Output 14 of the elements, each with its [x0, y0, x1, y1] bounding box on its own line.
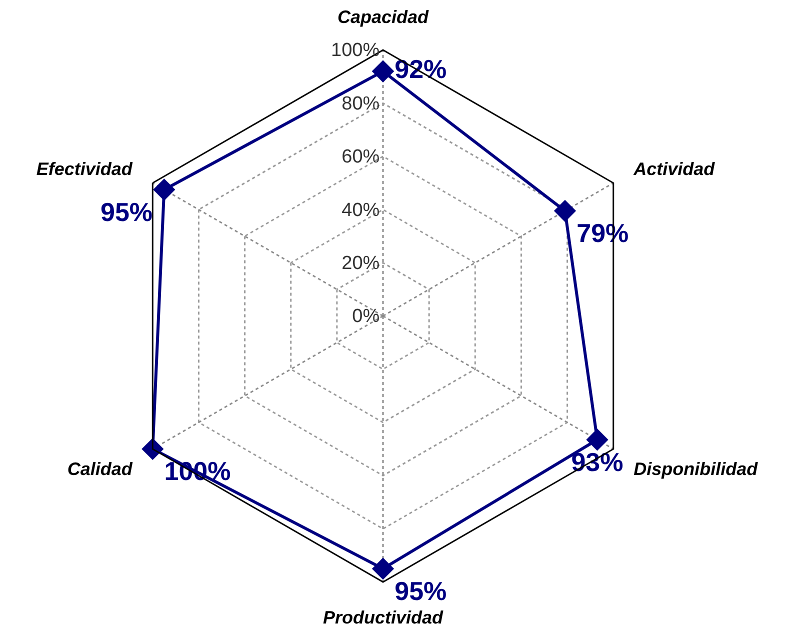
data-label: 95% — [100, 196, 153, 227]
data-label: 95% — [394, 576, 447, 606]
spoke-label: Productividad — [322, 607, 444, 628]
spoke-label: Disponibilidad — [634, 459, 759, 480]
y-tick-label: 20% — [342, 252, 380, 274]
y-tick-label: 60% — [342, 146, 380, 168]
spoke-label: Actividad — [632, 158, 716, 179]
y-tick-label: 100% — [331, 40, 380, 62]
y-tick-label: 0% — [352, 306, 380, 328]
y-tick-label: 40% — [342, 200, 380, 221]
spoke-label: Calidad — [67, 459, 134, 480]
y-tick-label: 80% — [342, 93, 380, 114]
spoke-label: Efectividad — [36, 158, 134, 179]
spoke-label: Capacidad — [337, 7, 430, 28]
